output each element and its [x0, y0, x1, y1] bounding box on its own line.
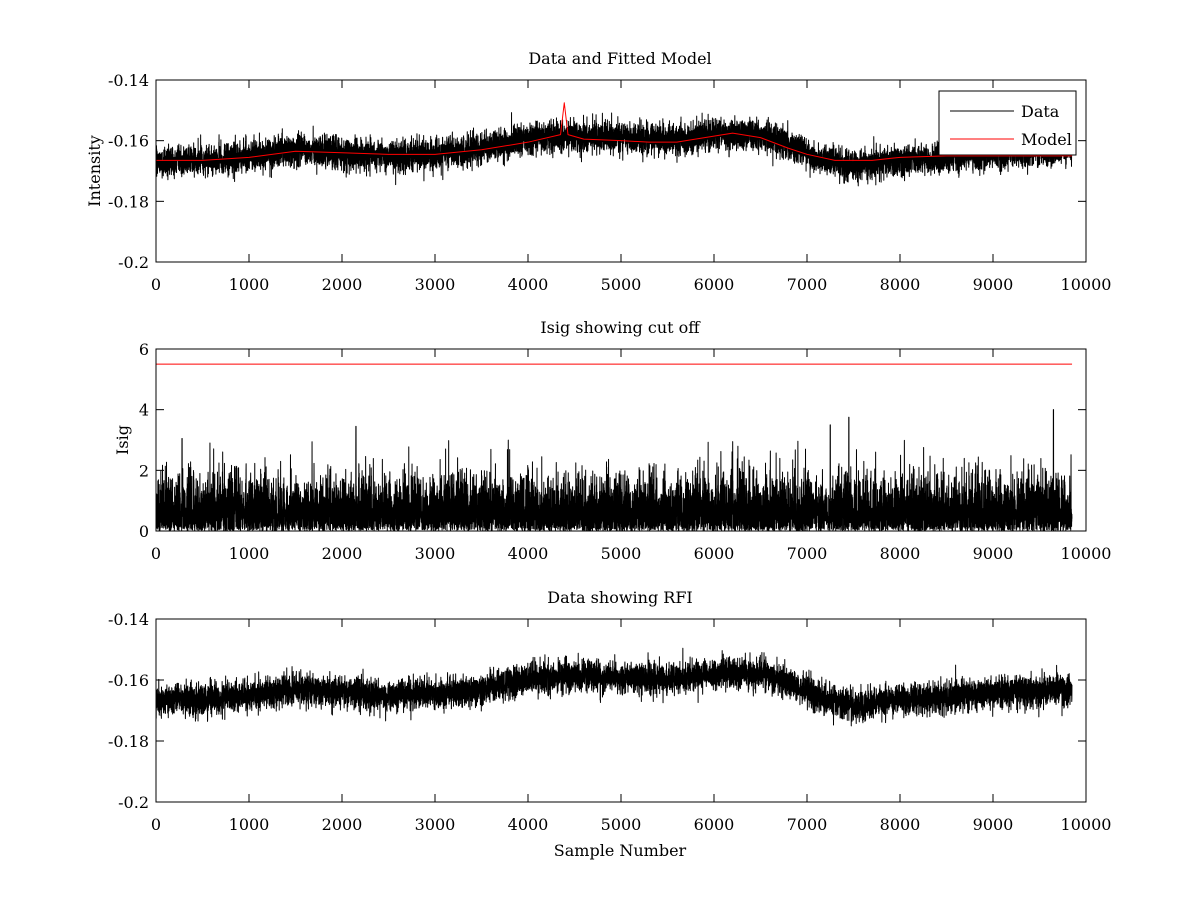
x-tick-label: 7000 [787, 815, 828, 834]
axes-frame [155, 79, 1087, 263]
panel-data-showing-rfi: Data showing RFI Sample Number 0 1000 2000… [108, 588, 1111, 860]
x-tick-label: 9000 [973, 815, 1014, 834]
x-tick-label: 3000 [415, 544, 456, 563]
y-tick-label: 4 [139, 401, 149, 420]
x-tick-label: 4000 [508, 275, 549, 294]
x-tick-label: 9000 [973, 544, 1014, 563]
legend-entry-model: Model [1021, 130, 1072, 149]
x-tick-label: 1000 [229, 815, 270, 834]
x-tick-label: 5000 [601, 544, 642, 563]
x-tick-label: 8000 [880, 815, 921, 834]
y-axis-label: Intensity [85, 135, 104, 207]
panel-title: Data showing RFI [547, 588, 692, 607]
legend: Data Model [938, 90, 1077, 156]
ticks-layer: 0 1000 2000 3000 4000 5000 6000 7000 8000 9000 100… [108, 610, 1111, 834]
x-tick-label: 9000 [973, 275, 1014, 294]
x-tick-label: 2000 [322, 544, 363, 563]
y-tick-label: -0.14 [108, 71, 149, 90]
ticks-layer: 0 1000 2000 3000 4000 5000 6000 7000 8000 9000 100… [139, 340, 1112, 563]
x-tick-label: 1000 [229, 544, 270, 563]
x-tick-label: 5000 [601, 815, 642, 834]
x-tick-label: 3000 [415, 275, 456, 294]
axes-frame [155, 348, 1087, 532]
x-tick-label: 10000 [1061, 815, 1112, 834]
x-tick-label: 5000 [601, 275, 642, 294]
panel-isig-showing-cut-off: Isig showing cut off Isig 0 1000 2000 3000 4… [113, 318, 1111, 563]
panel-title: Isig showing cut off [540, 318, 701, 337]
y-tick-label: 6 [139, 340, 149, 359]
x-tick-label: 4000 [508, 544, 549, 563]
x-tick-label: 10000 [1061, 544, 1112, 563]
y-tick-label: -0.2 [118, 793, 149, 812]
x-tick-label: 10000 [1061, 275, 1112, 294]
y-axis-label: Isig [113, 425, 132, 455]
series-layer [156, 363, 1073, 531]
x-tick-label: 4000 [508, 815, 549, 834]
x-tick-label: 7000 [787, 275, 828, 294]
y-tick-label: 2 [139, 461, 149, 480]
series-line-model [156, 102, 1073, 161]
x-tick-label: 2000 [322, 815, 363, 834]
x-tick-label: 0 [151, 544, 161, 563]
x-tick-label: 8000 [880, 275, 921, 294]
x-tick-label: 7000 [787, 544, 828, 563]
ticks-layer: 0 1000 2000 3000 4000 5000 6000 7000 8000 9000 100… [108, 71, 1111, 294]
x-tick-label: 1000 [229, 275, 270, 294]
x-tick-label: 6000 [694, 815, 735, 834]
x-tick-label: 6000 [694, 275, 735, 294]
y-tick-label: 0 [139, 522, 149, 541]
x-tick-label: 8000 [880, 544, 921, 563]
panel-data-and-fitted-model: Data and Fitted Model Intensity 0 1000 200… [85, 49, 1111, 294]
axes-frame [155, 618, 1087, 803]
x-tick-label: 3000 [415, 815, 456, 834]
y-tick-label: -0.16 [108, 132, 149, 151]
x-tick-label: 0 [151, 815, 161, 834]
x-tick-label: 2000 [322, 275, 363, 294]
y-tick-label: -0.14 [108, 610, 149, 629]
series-line-isig [156, 409, 1073, 531]
series-layer [156, 647, 1073, 727]
y-tick-label: -0.18 [108, 192, 149, 211]
y-tick-label: -0.18 [108, 732, 149, 751]
legend-entry-data: Data [1021, 102, 1060, 121]
panel-title: Data and Fitted Model [528, 49, 711, 68]
y-tick-label: -0.2 [118, 253, 149, 272]
y-tick-label: -0.16 [108, 671, 149, 690]
series-layer [156, 102, 1073, 187]
legend-box [938, 90, 1077, 156]
series-line-data [156, 647, 1073, 727]
x-axis-label: Sample Number [554, 841, 687, 860]
x-tick-label: 6000 [694, 544, 735, 563]
x-tick-label: 0 [151, 275, 161, 294]
